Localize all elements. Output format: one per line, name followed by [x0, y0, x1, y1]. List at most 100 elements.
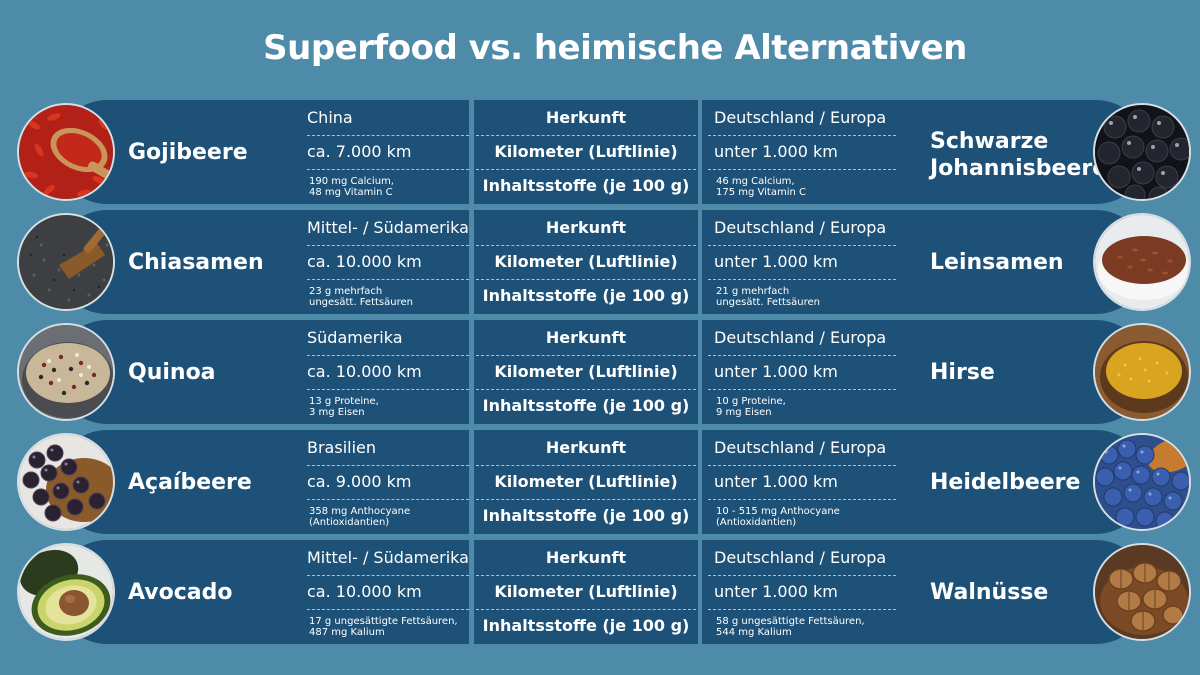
millet-photo — [1093, 323, 1191, 421]
blueberry-photo — [1093, 433, 1191, 531]
comparison-row: Quinoa Südamerika ca. 10.000 km 13 g Pro… — [0, 320, 1200, 424]
superfood-origin: Mittel- / Südamerika — [307, 218, 469, 237]
row-band-middle — [474, 100, 698, 204]
alternative-origin: Deutschland / Europa — [714, 548, 887, 567]
row-divider — [307, 389, 469, 390]
superfood-origin: Brasilien — [307, 438, 377, 457]
comparison-row: Gojibeere China ca. 7.000 km 190 mg Calc… — [0, 100, 1200, 204]
row-divider — [708, 609, 896, 610]
alternative-nutrients: 58 g ungesättigte Fettsäuren, 544 mg Kal… — [716, 616, 865, 638]
alternative-nutrients: 46 mg Calcium, 175 mg Vitamin C — [716, 176, 806, 198]
row-divider — [307, 245, 469, 246]
superfood-name: Açaíbeere — [128, 470, 252, 495]
alternative-distance: unter 1.000 km — [714, 252, 838, 271]
row-divider — [708, 575, 896, 576]
label-distance: Kilometer (Luftlinie) — [494, 362, 678, 381]
row-band-middle — [474, 540, 698, 644]
row-divider — [476, 499, 696, 500]
alternative-name: Hirse — [930, 360, 995, 385]
row-divider — [708, 279, 896, 280]
row-divider — [476, 389, 696, 390]
walnut-photo — [1093, 543, 1191, 641]
row-band-right — [702, 100, 1148, 204]
comparison-row: Avocado Mittel- / Südamerika ca. 10.000 … — [0, 540, 1200, 644]
row-band-middle — [474, 210, 698, 314]
row-band-right — [702, 210, 1148, 314]
label-origin: Herkunft — [545, 108, 627, 127]
row-band-left — [55, 320, 469, 424]
row-divider — [307, 465, 469, 466]
row-divider — [307, 355, 469, 356]
superfood-nutrients: 17 g ungesättigte Fettsäuren, 487 mg Kal… — [309, 616, 458, 638]
alternative-distance: unter 1.000 km — [714, 472, 838, 491]
avocado-photo — [17, 543, 115, 641]
alternative-origin: Deutschland / Europa — [714, 328, 887, 347]
alternative-distance: unter 1.000 km — [714, 142, 838, 161]
superfood-distance: ca. 10.000 km — [307, 362, 422, 381]
row-divider — [307, 279, 469, 280]
row-divider — [307, 169, 469, 170]
row-divider — [708, 465, 896, 466]
row-divider — [708, 355, 896, 356]
row-divider — [476, 135, 696, 136]
row-divider — [307, 135, 469, 136]
alternative-nutrients: 10 - 515 mg Anthocyane (Antioxidantien) — [716, 506, 840, 528]
superfood-distance: ca. 10.000 km — [307, 252, 422, 271]
superfood-name: Chiasamen — [128, 250, 264, 275]
alternative-name: Walnüsse — [930, 580, 1049, 605]
alternative-distance: unter 1.000 km — [714, 582, 838, 601]
row-divider — [708, 389, 896, 390]
alternative-name: Heidelbeere — [930, 470, 1081, 495]
row-divider — [708, 499, 896, 500]
label-nutrients: Inhaltsstoffe (je 100 g) — [482, 506, 690, 525]
row-band-left — [55, 100, 469, 204]
row-divider — [708, 245, 896, 246]
row-band-right — [702, 540, 1148, 644]
page-title: Superfood vs. heimische Alternativen — [263, 28, 967, 68]
superfood-name: Avocado — [128, 580, 233, 605]
row-divider — [307, 575, 469, 576]
label-nutrients: Inhaltsstoffe (je 100 g) — [482, 396, 690, 415]
row-divider — [708, 135, 896, 136]
alternative-distance: unter 1.000 km — [714, 362, 838, 381]
superfood-name: Quinoa — [128, 360, 216, 385]
superfood-origin: China — [307, 108, 353, 127]
row-band-right — [702, 430, 1148, 534]
superfood-nutrients: 358 mg Anthocyane (Antioxidantien) — [309, 506, 411, 528]
comparison-row: Açaíbeere Brasilien ca. 9.000 km 358 mg … — [0, 430, 1200, 534]
quinoa-photo — [17, 323, 115, 421]
row-divider — [476, 279, 696, 280]
row-band-left — [55, 540, 469, 644]
label-origin: Herkunft — [545, 328, 627, 347]
row-band-left — [55, 210, 469, 314]
row-divider — [476, 355, 696, 356]
superfood-distance: ca. 10.000 km — [307, 582, 422, 601]
label-nutrients: Inhaltsstoffe (je 100 g) — [482, 176, 690, 195]
alternative-nutrients: 21 g mehrfach ungesätt. Fettsäuren — [716, 286, 820, 308]
superfood-nutrients: 190 mg Calcium, 48 mg Vitamin C — [309, 176, 394, 198]
label-origin: Herkunft — [545, 218, 627, 237]
alternative-name: Schwarze Johannisbeere — [930, 129, 1108, 181]
row-divider — [476, 169, 696, 170]
row-band-left — [55, 430, 469, 534]
row-divider — [307, 499, 469, 500]
row-band-middle — [474, 430, 698, 534]
label-distance: Kilometer (Luftlinie) — [494, 472, 678, 491]
alternative-origin: Deutschland / Europa — [714, 218, 887, 237]
label-distance: Kilometer (Luftlinie) — [494, 142, 678, 161]
label-distance: Kilometer (Luftlinie) — [494, 582, 678, 601]
goji-berry-photo — [17, 103, 115, 201]
superfood-nutrients: 13 g Proteine, 3 mg Eisen — [309, 396, 379, 418]
row-divider — [476, 609, 696, 610]
alternative-nutrients: 10 g Proteine, 9 mg Eisen — [716, 396, 786, 418]
row-divider — [307, 609, 469, 610]
comparison-row: Chiasamen Mittel- / Südamerika ca. 10.00… — [0, 210, 1200, 314]
label-distance: Kilometer (Luftlinie) — [494, 252, 678, 271]
superfood-name: Gojibeere — [128, 140, 248, 165]
flaxseed-photo — [1093, 213, 1191, 311]
label-origin: Herkunft — [545, 438, 627, 457]
superfood-distance: ca. 9.000 km — [307, 472, 412, 491]
superfood-origin: Mittel- / Südamerika — [307, 548, 469, 567]
comparison-table: Gojibeere China ca. 7.000 km 190 mg Calc… — [0, 100, 1200, 650]
superfood-nutrients: 23 g mehrfach ungesätt. Fettsäuren — [309, 286, 413, 308]
